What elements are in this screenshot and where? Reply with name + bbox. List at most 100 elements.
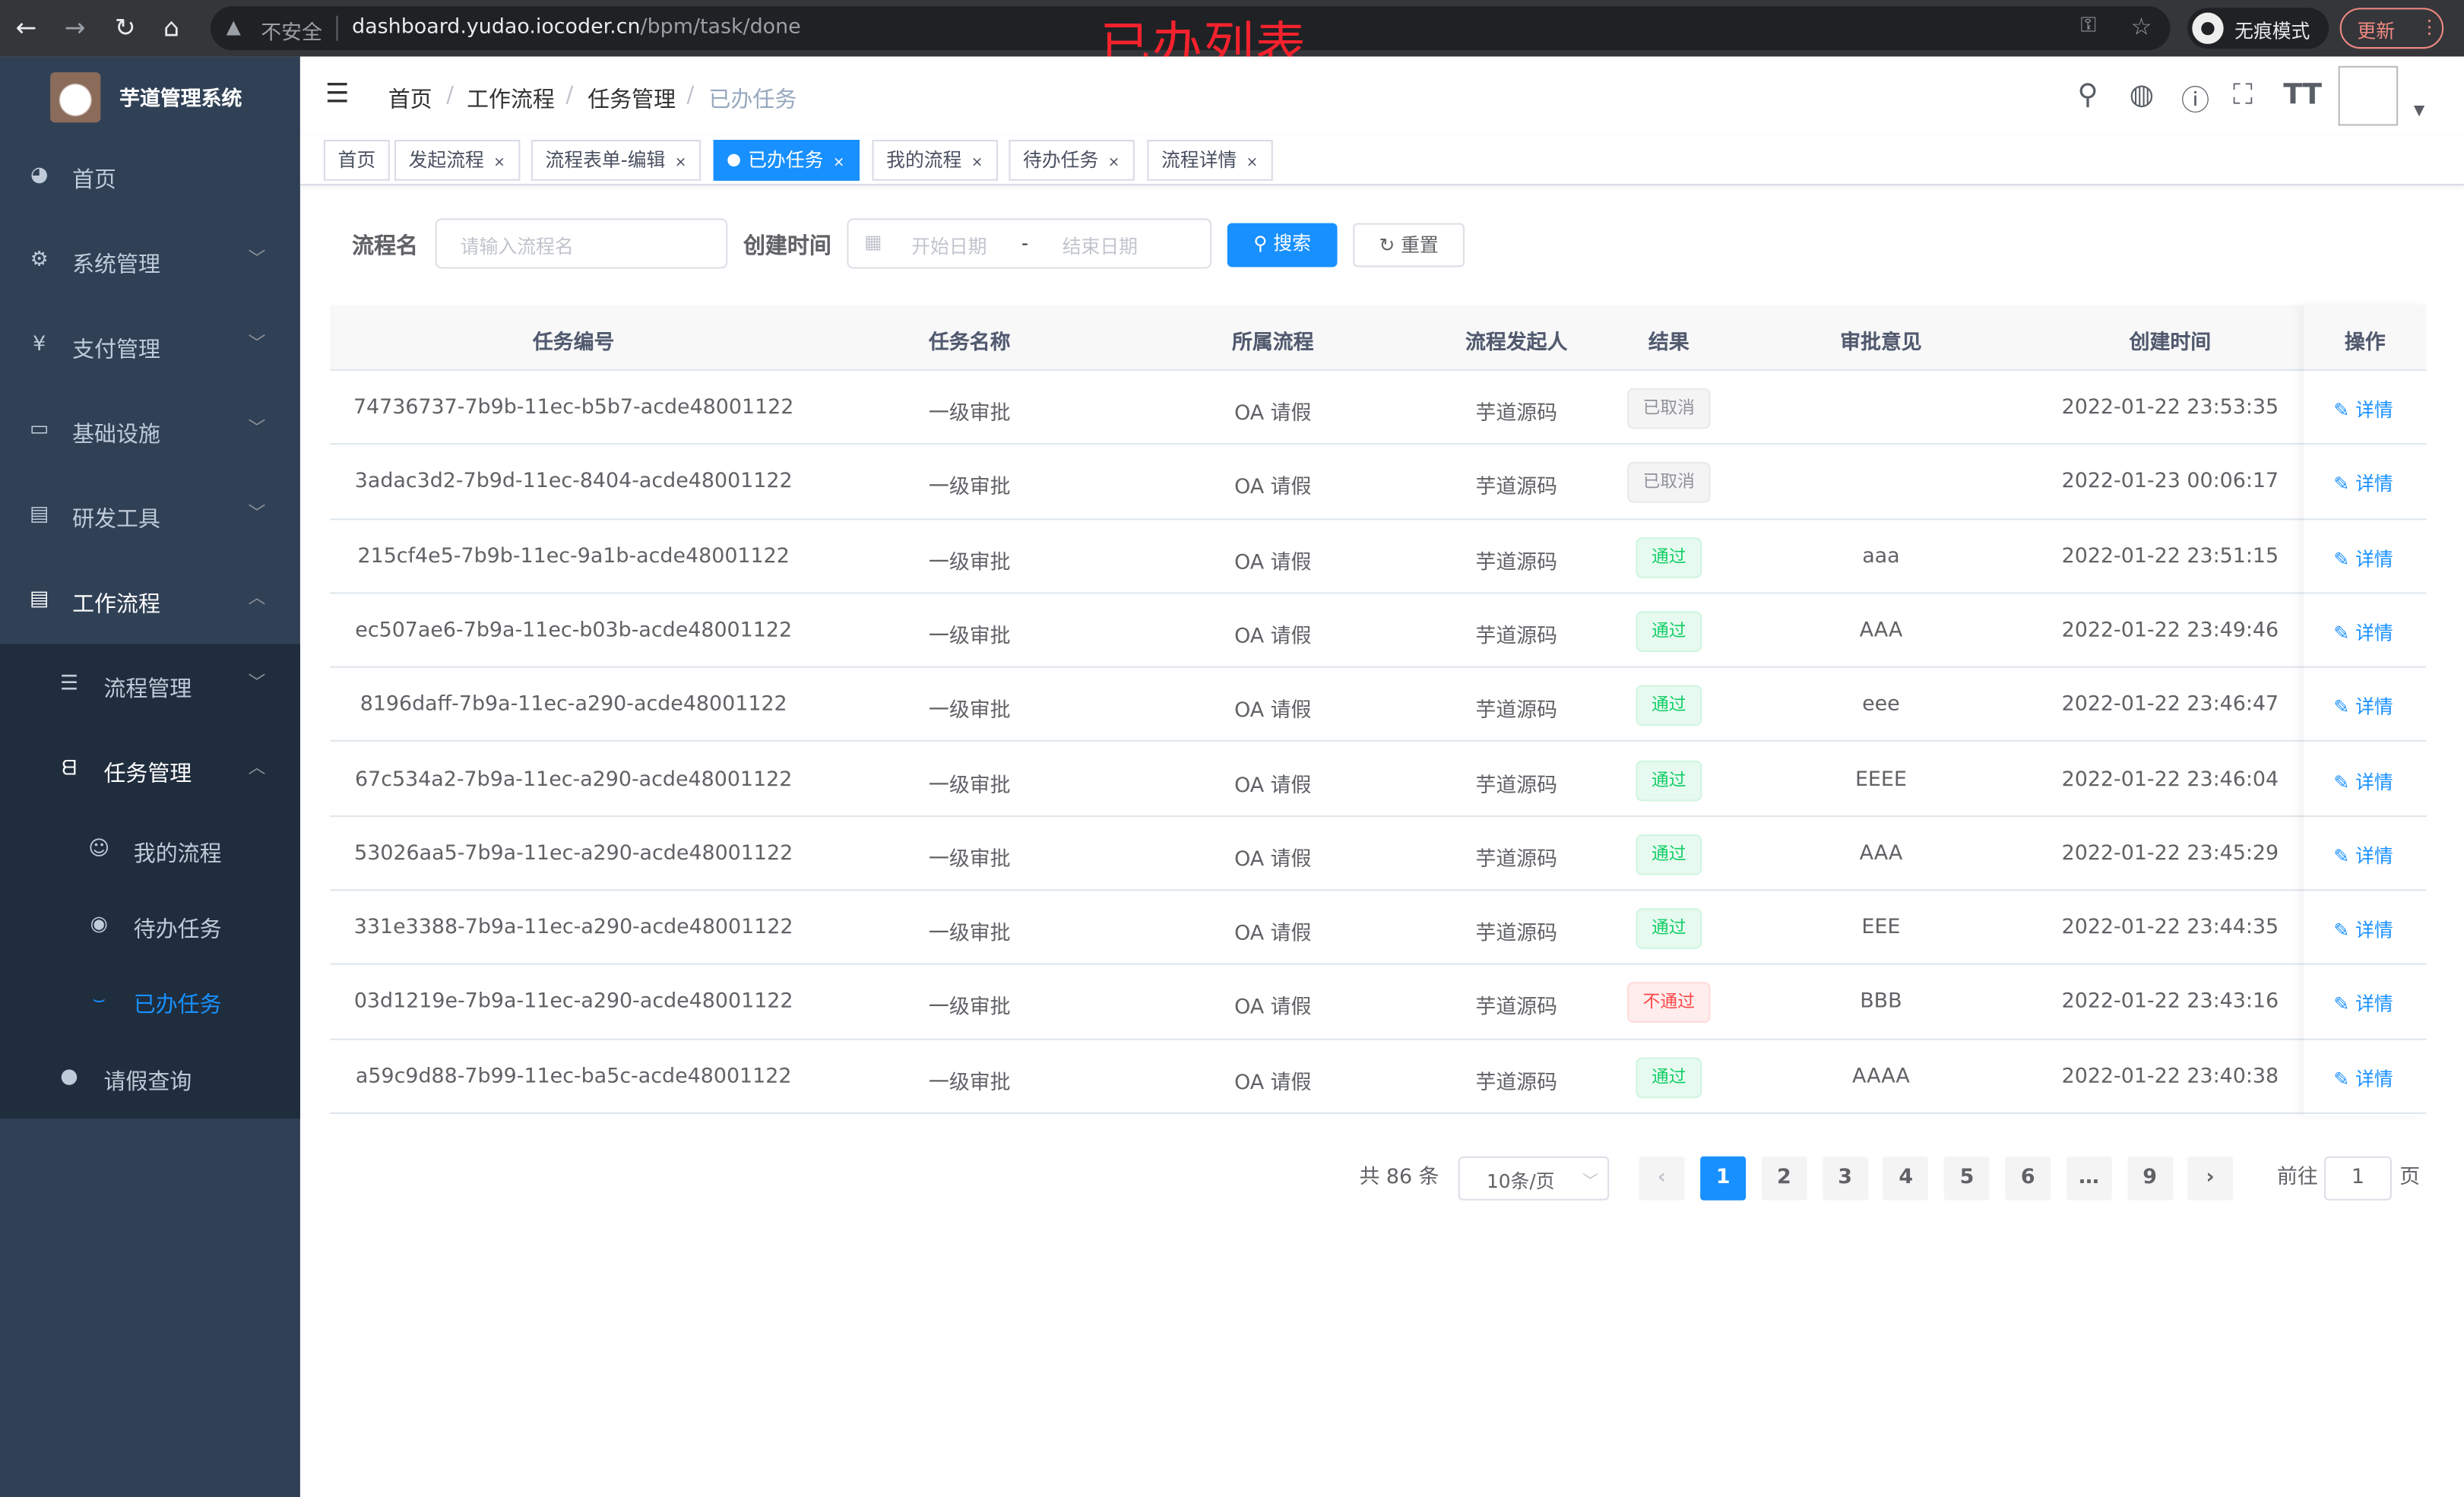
reset-button[interactable]: ↻ 重置 (1353, 223, 1465, 267)
start-date[interactable]: 开始日期 (911, 236, 987, 258)
cell-flow: OA 请假 (1234, 625, 1312, 649)
github-icon[interactable]: ◍ (2129, 78, 2155, 112)
cell-comment: AAA (1859, 619, 1903, 643)
sidebar-item-workflow[interactable]: ▤ 工作流程 ︿ (0, 559, 300, 644)
close-icon[interactable]: × (1107, 155, 1120, 172)
result-badge: 通过 (1636, 536, 1702, 578)
sidebar-item-task-manage[interactable]: ᗺ 任务管理 ︿ (0, 729, 300, 814)
reload-icon[interactable]: ↻ (114, 12, 136, 43)
page-size-select[interactable]: 10条/页 ﹀ (1458, 1156, 1610, 1201)
cell-time: 2022-01-22 23:51:15 (2061, 544, 2279, 568)
close-icon[interactable]: × (971, 155, 983, 172)
warning-icon: ▲ (226, 15, 241, 38)
page-button[interactable]: 1 (1700, 1156, 1747, 1201)
sidebar-item-system[interactable]: ⚙ 系统管理 ﹀ (0, 220, 300, 305)
key-icon[interactable]: ⚿ (2080, 14, 2096, 38)
cell-time: 2022-01-22 23:40:38 (2061, 1065, 2279, 1089)
next-page-button[interactable]: › (2187, 1156, 2234, 1201)
monitor-icon: ▭ (29, 417, 49, 442)
tag-done-tasks[interactable]: 已办任务 × (713, 140, 860, 181)
page-button[interactable]: 6 (2005, 1156, 2051, 1201)
tag-form-edit[interactable]: 流程表单-编辑 × (530, 140, 701, 181)
column-header: 流程发起人 (1465, 331, 1568, 356)
sidebar-item-my-process[interactable]: ☺ 我的流程 (0, 812, 300, 888)
detail-label: 详情 (2355, 771, 2393, 793)
eye-icon: ◉ (90, 913, 108, 937)
table-row: 8196daff-7b9a-11ec-a290-acde48001122 一级审批… (330, 668, 2427, 742)
detail-button[interactable]: ✎ 详情 (2333, 545, 2393, 571)
sidebar-item-leave[interactable]: ● 请假查询 (0, 1039, 300, 1117)
detail-button[interactable]: ✎ 详情 (2333, 767, 2393, 794)
page-button[interactable]: 4 (1883, 1156, 1929, 1201)
detail-button[interactable]: ✎ 详情 (2333, 1065, 2393, 1091)
close-icon[interactable]: × (832, 155, 845, 172)
detail-button[interactable]: ✎ 详情 (2333, 470, 2393, 497)
sidebar-item-devtools[interactable]: ▤ 研发工具 ﹀ (0, 474, 300, 559)
update-button[interactable]: 更新 ⋮ (2339, 8, 2444, 49)
avatar[interactable] (2338, 65, 2399, 126)
page-button[interactable]: 5 (1944, 1156, 1990, 1201)
navbar: ☰ 首页 / 工作流程 / 任务管理 / 已办任务 ⚲ ◍ ⓘ ⛶ ꓔT ▼ (299, 56, 2464, 135)
sidebar-item-todo[interactable]: ◉ 待办任务 (0, 888, 300, 963)
sidebar-item-pay[interactable]: ¥ 支付管理 ﹀ (0, 305, 300, 390)
help-icon[interactable]: ⓘ (2181, 84, 2210, 119)
breadcrumb-item[interactable]: 首页 (388, 87, 432, 113)
detail-button[interactable]: ✎ 详情 (2333, 916, 2393, 943)
detail-button[interactable]: ✎ 详情 (2333, 396, 2393, 423)
sidebar-item-infra[interactable]: ▭ 基础设施 ﹀ (0, 390, 300, 475)
search-button[interactable]: ⚲ 搜索 (1227, 223, 1338, 267)
detail-button[interactable]: ✎ 详情 (2333, 693, 2393, 720)
tag-todo[interactable]: 待办任务 × (1009, 140, 1134, 181)
end-date[interactable]: 结束日期 (1062, 236, 1138, 258)
fullscreen-icon[interactable]: ⛶ (2233, 78, 2253, 112)
process-name-input[interactable]: 请输入流程名 (435, 218, 728, 269)
detail-label: 详情 (2355, 622, 2393, 644)
cell-initiator: 芋道源码 (1475, 625, 1558, 649)
edit-icon: ✎ (2333, 919, 2356, 942)
breadcrumb-item[interactable]: 工作流程 (467, 87, 555, 113)
cell-name: 一级审批 (928, 625, 1011, 649)
tag-process-detail[interactable]: 流程详情 × (1147, 140, 1272, 181)
address-bar[interactable]: ▲ 不安全 dashboard.yudao.iocoder.cn/bpm/tas… (211, 6, 2171, 51)
cell-id: 215cf4e5-7b9b-11ec-9a1b-acde48001122 (357, 544, 790, 568)
page-button[interactable]: … (2066, 1156, 2112, 1201)
close-icon[interactable]: × (674, 155, 687, 172)
home-icon[interactable]: ⌂ (163, 12, 180, 43)
edit-icon: ✎ (2333, 844, 2356, 867)
page-button[interactable]: 3 (1822, 1156, 1868, 1201)
breadcrumb-item[interactable]: 任务管理 (587, 87, 676, 113)
back-icon[interactable]: ← (15, 12, 37, 43)
page-button[interactable]: 2 (1761, 1156, 1807, 1201)
cell-time: 2022-01-22 23:44:35 (2061, 916, 2279, 940)
chevron-down-icon: ﹀ (248, 502, 266, 524)
hamburger-icon[interactable]: ☰ (325, 78, 350, 110)
detail-button[interactable]: ✎ 详情 (2333, 990, 2393, 1017)
tag-start-process[interactable]: 发起流程 × (394, 140, 520, 181)
url: dashboard.yudao.iocoder.cn/bpm/task/done (352, 16, 801, 40)
font-size-icon[interactable]: ꓔT (2283, 78, 2323, 112)
close-icon[interactable]: × (1246, 155, 1259, 172)
star-icon[interactable]: ☆ (2130, 12, 2152, 41)
cell-initiator: 芋道源码 (1475, 774, 1558, 798)
close-icon[interactable]: × (493, 155, 505, 172)
tag-home[interactable]: 首页 (323, 140, 390, 181)
forward-icon[interactable]: → (64, 12, 86, 43)
sidebar-item-done[interactable]: ⌣ 已办任务 (0, 963, 300, 1038)
edit-icon: ✎ (2333, 399, 2356, 422)
page-button[interactable]: 9 (2127, 1156, 2173, 1201)
incognito-badge[interactable]: ● 无痕模式 (2187, 8, 2329, 49)
cell-initiator: 芋道源码 (1475, 699, 1558, 723)
tag-my-process[interactable]: 我的流程 × (872, 140, 998, 181)
detail-button[interactable]: ✎ 详情 (2333, 842, 2393, 869)
brand-title: 芋道管理系统 (119, 87, 242, 112)
sidebar-item-process-manage[interactable]: ☰ 流程管理 ﹀ (0, 644, 300, 730)
goto-page-input[interactable]: 1 (2323, 1156, 2392, 1201)
detail-button[interactable]: ✎ 详情 (2333, 619, 2393, 645)
caret-down-icon[interactable]: ▼ (2413, 103, 2425, 120)
chevron-down-icon: ﹀ (1582, 1173, 1598, 1192)
search-icon[interactable]: ⚲ (2077, 78, 2098, 112)
date-range-picker[interactable]: ▦ 开始日期 - 结束日期 (847, 218, 1212, 269)
prev-page-button[interactable]: ‹ (1639, 1156, 1685, 1201)
robot-icon: ☺ (88, 837, 110, 862)
sidebar-item-home[interactable]: ◕ 首页 (0, 135, 300, 220)
